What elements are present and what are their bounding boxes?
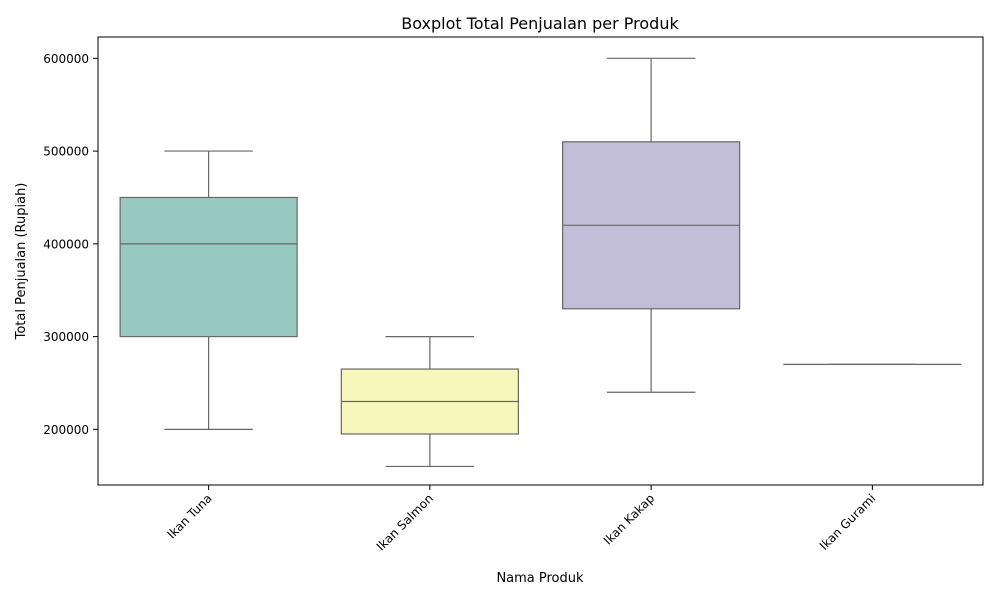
y-tick-label: 500000 (43, 145, 89, 159)
box-group (563, 58, 740, 392)
x-tick-label: Ikan Gurami (817, 491, 879, 553)
x-tick-label: Ikan Tuna (164, 491, 214, 541)
iqr-box (120, 197, 297, 336)
x-tick-label: Ikan Kakap (601, 491, 657, 547)
x-axis: Ikan Tuna Ikan Salmon Ikan Kakap Ikan Guram… (164, 485, 878, 553)
x-tick-label: Ikan Salmon (374, 491, 436, 553)
box-group (120, 151, 297, 429)
plot-area (120, 58, 961, 466)
y-axis: 200000 300000 400000 500000 600000 (43, 52, 98, 437)
y-axis-label: Total Penjualan (Rupiah) (14, 183, 29, 341)
y-tick-label: 600000 (43, 52, 89, 66)
box-group (341, 337, 518, 467)
chart-title: Boxplot Total Penjualan per Produk (401, 14, 679, 33)
x-axis-label: Nama Produk (496, 571, 584, 586)
y-tick-label: 400000 (43, 237, 89, 251)
y-tick-label: 300000 (43, 330, 89, 344)
y-tick-label: 200000 (43, 423, 89, 437)
